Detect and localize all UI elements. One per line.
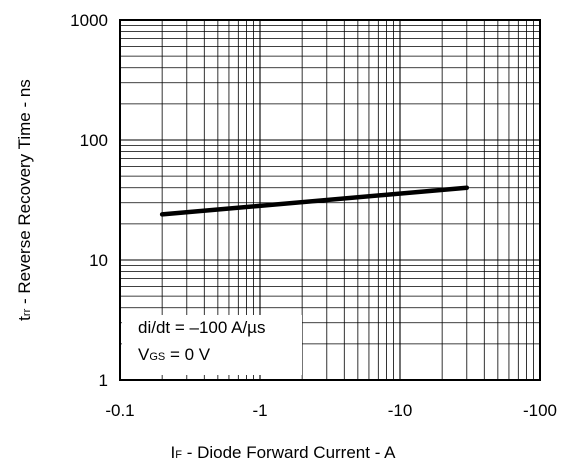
y-axis-label-main: t (15, 316, 34, 321)
x-axis-label: IF - Diode Forward Current - A (171, 443, 397, 462)
y-axis-label-sub: rr (21, 308, 33, 316)
tick-labels: -0.1 -1 -10 -100 1 10 100 1000 (70, 11, 557, 420)
annotation-vgs-rest: = 0 V (165, 345, 211, 364)
x-tick-label: -100 (523, 401, 557, 420)
y-tick-label: 10 (89, 251, 108, 270)
x-axis-label-rest: - Diode Forward Current - A (182, 443, 396, 462)
x-tick-label: -0.1 (105, 401, 134, 420)
grid (120, 20, 540, 380)
y-axis-label: trr - Reverse Recovery Time - ns (15, 79, 34, 321)
plot-frame (119, 19, 541, 381)
annotation-didt: di/dt = –100 A/µs (138, 318, 265, 337)
x-tick-label: -10 (388, 401, 413, 420)
series-line (159, 185, 470, 217)
x-axis-label-main: I (171, 443, 176, 462)
y-tick-label: 100 (80, 131, 108, 150)
annotation-vgs: VGS = 0 V (138, 345, 211, 364)
series-layer (159, 185, 470, 217)
y-tick-label: 1 (99, 371, 108, 390)
y-axis-label-rest: - Reverse Recovery Time - ns (15, 79, 34, 309)
annotation-vgs-main: V (138, 345, 150, 364)
x-tick-label: -1 (252, 401, 267, 420)
annotation-background (122, 315, 302, 375)
y-tick-label: 1000 (70, 11, 108, 30)
annotation-vgs-sub: GS (149, 351, 165, 363)
x-axis-label-sub: F (175, 449, 182, 461)
